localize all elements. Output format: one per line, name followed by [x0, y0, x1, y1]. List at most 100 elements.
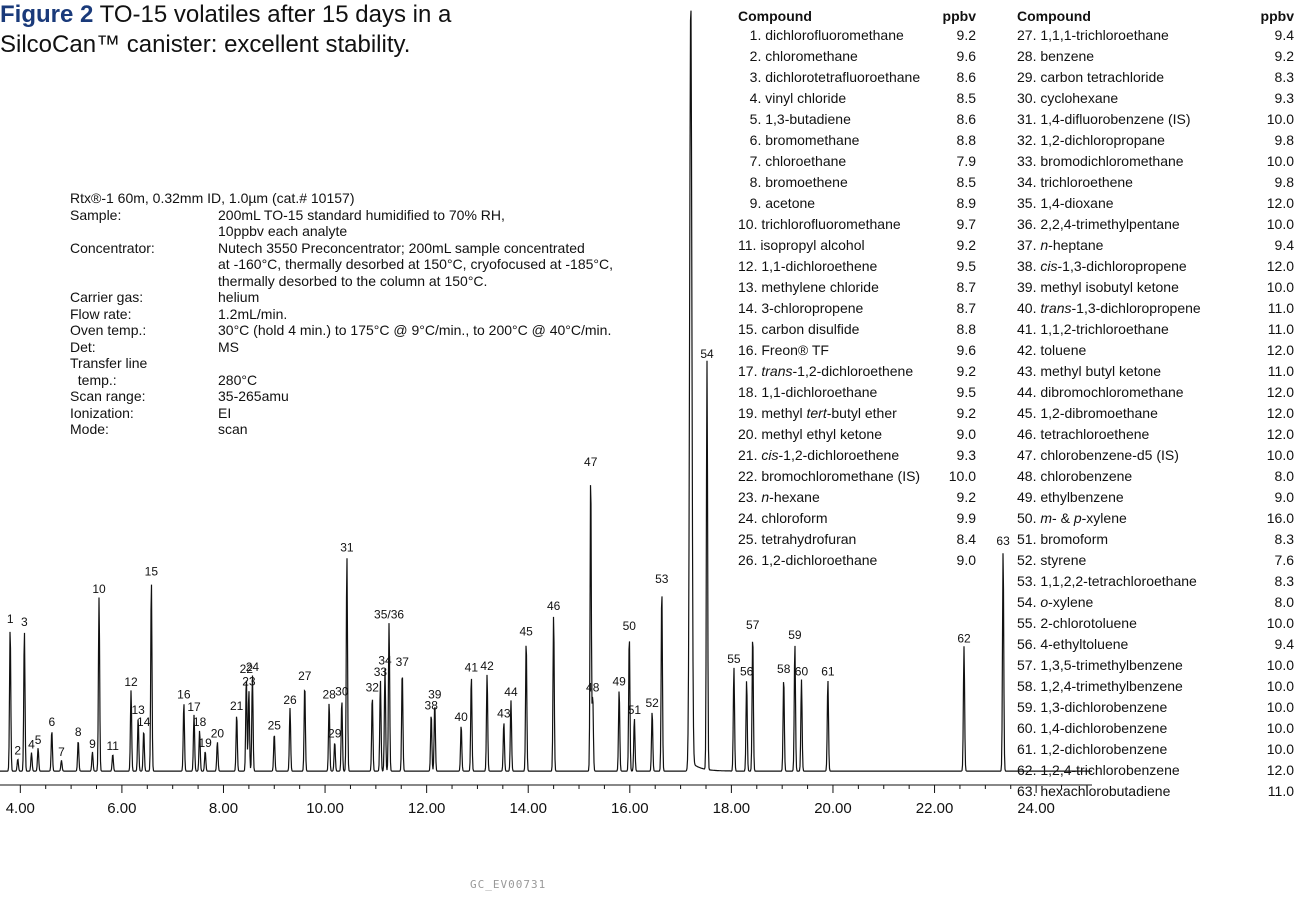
peak-label: 25	[268, 718, 282, 732]
compound-ppbv: 16.0	[1266, 510, 1294, 526]
compound-name: 9. acetone	[738, 195, 816, 211]
compound-ppbv: 10.0	[948, 468, 976, 484]
condition-row: at -160°C, thermally desorbed at 150°C, …	[70, 256, 613, 273]
peak-label: 53	[655, 572, 669, 586]
peak-label: 52	[645, 696, 659, 710]
condition-value: scan	[218, 421, 248, 437]
peak-label: 24	[246, 660, 260, 674]
peak-label: 10	[92, 582, 106, 596]
compound-ppbv: 8.7	[956, 279, 976, 295]
compound-name: 52. styrene	[1017, 552, 1087, 568]
condition-label: Sample:	[70, 206, 122, 223]
compound-row: 3. dichlorotetrafluoroethane 8.6	[738, 67, 976, 88]
compound-row: 50. m- & p-xylene 16.0	[1017, 508, 1294, 529]
condition-value: MS	[218, 338, 239, 355]
compound-name: 16. Freon® TF	[738, 342, 829, 358]
peak-label: 4	[28, 738, 35, 752]
x-tick-label: 14.00	[509, 800, 547, 817]
compound-row: 4. vinyl chloride 8.5	[738, 88, 976, 109]
compound-name: 60. 1,4-dichlorobenzene	[1017, 720, 1168, 736]
compound-name: 51. bromoform	[1017, 531, 1109, 547]
compound-ppbv: 11.0	[1267, 300, 1294, 316]
compound-ppbv: 9.2	[956, 489, 976, 505]
peak-label: 62	[957, 631, 971, 645]
compound-name: 38. cis-1,3-dichloropropene	[1017, 258, 1187, 274]
compound-name: 50. m- & p-xylene	[1017, 510, 1127, 526]
compound-row: 53. 1,1,2,2-tetrachloroethane 8.3	[1017, 571, 1294, 592]
compound-name: 46. tetrachloroethene	[1017, 426, 1150, 442]
compound-row: 37. n-heptane 9.4	[1017, 235, 1294, 256]
compound-ppbv: 8.3	[1274, 573, 1294, 589]
compound-name: 13. methylene chloride	[738, 279, 879, 295]
compound-row: 40. trans-1,3-dichloropropene 11.0	[1017, 298, 1294, 319]
x-tick-label: 20.00	[814, 800, 852, 817]
compound-ppbv: 8.3	[1274, 531, 1294, 547]
peak-label: 30	[335, 684, 349, 698]
compound-ppbv: 9.2	[1274, 48, 1294, 64]
compound-name: 40. trans-1,3-dichloropropene	[1017, 300, 1201, 316]
compound-ppbv: 9.2	[956, 363, 976, 379]
compound-name: 53. 1,1,2,2-tetrachloroethane	[1017, 573, 1197, 589]
compound-row: 62. 1,2,4-trichlorobenzene 12.0	[1017, 760, 1294, 781]
compound-name: 10. trichlorofluoromethane	[738, 216, 901, 232]
compound-ppbv: 9.4	[1274, 27, 1294, 43]
compound-ppbv: 10.0	[1266, 699, 1294, 715]
compound-ppbv: 10.0	[1266, 216, 1294, 232]
compound-name: 5. 1,3-butadiene	[738, 111, 851, 127]
instrument-conditions: Rtx®-1 60m, 0.32mm ID, 1.0µm (cat.# 1015…	[70, 190, 613, 438]
compound-ppbv: 10.0	[1266, 279, 1294, 295]
compound-name: 63. hexachlorobutadiene	[1017, 783, 1171, 799]
x-tick-label: 16.00	[611, 800, 649, 817]
compound-ppbv: 9.0	[1274, 489, 1294, 505]
compound-ppbv: 12.0	[1266, 258, 1294, 274]
peak-label: 56	[740, 664, 754, 678]
condition-row: Transfer line	[70, 355, 613, 372]
compound-name: 1. dichlorofluoromethane	[738, 27, 904, 43]
compound-name: 36. 2,2,4-trimethylpentane	[1017, 216, 1180, 232]
compound-row: 15. carbon disulfide 8.8	[738, 319, 976, 340]
compound-ppbv: 8.6	[956, 69, 976, 85]
peak-label: 15	[145, 564, 159, 578]
compound-name: 54. o-xylene	[1017, 594, 1094, 610]
peak-label: 9	[89, 737, 96, 751]
compound-name: 27. 1,1,1-trichloroethane	[1017, 27, 1169, 43]
compound-ppbv: 9.5	[956, 258, 976, 274]
condition-label: Flow rate:	[70, 305, 132, 322]
compound-ppbv: 7.6	[1274, 552, 1294, 568]
x-tick-label: 18.00	[713, 800, 751, 817]
condition-row: thermally desorbed to the column at 150°…	[70, 273, 613, 290]
compound-row: 5. 1,3-butadiene 8.6	[738, 109, 976, 130]
compound-row: 36. 2,2,4-trimethylpentane 10.0	[1017, 214, 1294, 235]
chromatogram-trace	[0, 10, 1092, 772]
compound-ppbv: 9.6	[956, 342, 976, 358]
compound-row: 49. ethylbenzene 9.0	[1017, 487, 1294, 508]
peak-label: 31	[340, 540, 354, 554]
compound-name: 48. chlorobenzene	[1017, 468, 1133, 484]
peak-label: 41	[465, 661, 479, 675]
condition-label: Mode:	[70, 421, 109, 437]
compound-row: 28. benzene 9.2	[1017, 46, 1294, 67]
compound-row: 44. dibromochloromethane 12.0	[1017, 382, 1294, 403]
compound-ppbv: 9.4	[1274, 237, 1294, 253]
compound-name: 22. bromochloromethane (IS)	[738, 468, 921, 484]
condition-value: 280°C	[218, 371, 258, 388]
peak-label: 55	[727, 652, 741, 666]
compound-ppbv: 10.0	[1266, 678, 1294, 694]
peak-label: 38	[425, 698, 439, 712]
compound-row: 12. 1,1-dichloroethene 9.5	[738, 256, 976, 277]
compound-ppbv: 10.0	[1266, 111, 1294, 127]
compound-row: 9. acetone 8.9	[738, 193, 976, 214]
compound-ppbv: 10.0	[1266, 447, 1294, 463]
compound-ppbv: 12.0	[1266, 426, 1294, 442]
compound-name: 18. 1,1-dichloroethane	[738, 384, 878, 400]
condition-label: Ionization:	[70, 404, 134, 421]
peak-label: 32	[366, 681, 380, 695]
peak-label: 63	[996, 534, 1010, 548]
peak-label: 54	[700, 347, 714, 361]
condition-row: Sample: 200mL TO-15 standard humidified t…	[70, 207, 613, 224]
compound-row: 17. trans-1,2-dichloroethene 9.2	[738, 361, 976, 382]
peak-label: 33	[374, 665, 388, 679]
peak-label: 48	[586, 681, 600, 695]
compound-row: 13. methylene chloride 8.7	[738, 277, 976, 298]
compound-name: 3. dichlorotetrafluoroethane	[738, 69, 921, 85]
